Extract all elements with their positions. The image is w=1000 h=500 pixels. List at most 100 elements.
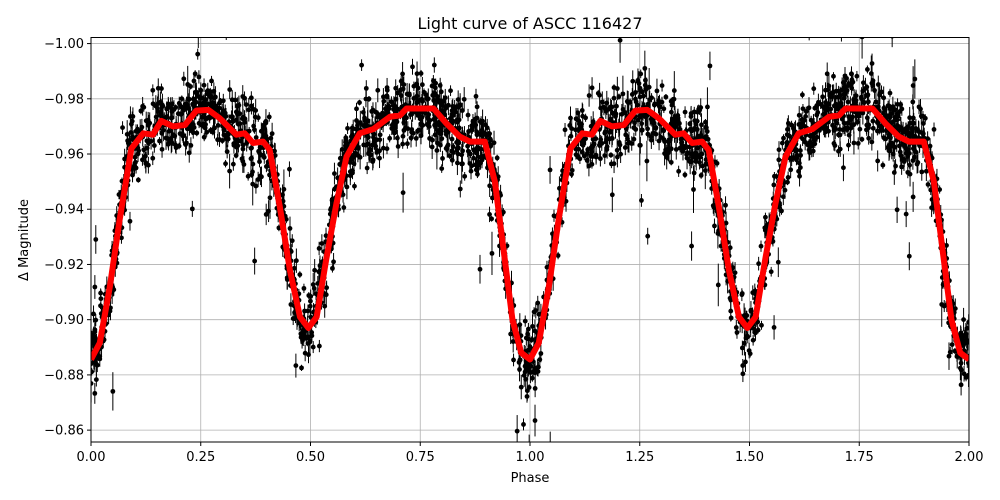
data-marker [511, 357, 516, 363]
data-marker [727, 245, 733, 251]
data-marker [91, 369, 95, 375]
observation-point [223, 159, 228, 168]
data-marker [141, 104, 147, 110]
data-marker [649, 95, 654, 101]
observation-point [768, 266, 774, 277]
observation-point [589, 77, 595, 99]
observation-point [661, 104, 667, 113]
data-marker [750, 337, 756, 343]
data-marker [866, 135, 872, 141]
data-marker [776, 157, 782, 163]
data-marker [597, 156, 603, 162]
data-marker [911, 154, 917, 160]
data-marker [246, 107, 252, 113]
observation-point [837, 141, 843, 157]
observation-point [91, 326, 97, 348]
data-marker [337, 155, 343, 161]
data-marker [887, 90, 893, 96]
observation-point [846, 139, 851, 152]
observation-point [132, 164, 137, 173]
data-marker [93, 377, 99, 383]
observation-point [345, 122, 350, 134]
observation-point [293, 353, 299, 378]
data-marker [880, 162, 886, 168]
data-marker [837, 132, 843, 138]
data-marker [455, 160, 460, 166]
data-marker [185, 82, 191, 87]
observation-point [644, 140, 650, 182]
observation-point [910, 66, 916, 105]
observation-point [727, 240, 733, 255]
data-marker [966, 360, 969, 366]
data-marker [555, 253, 561, 258]
observation-point [656, 131, 662, 151]
observation-point [330, 264, 335, 273]
data-marker [194, 130, 200, 136]
data-marker [682, 109, 688, 115]
observation-point [841, 112, 847, 135]
observation-point [98, 302, 103, 309]
data-marker [900, 156, 906, 162]
data-marker [845, 99, 851, 105]
observation-point [840, 37, 842, 42]
observation-point [120, 121, 125, 134]
data-marker [687, 121, 693, 127]
observation-point [387, 134, 393, 143]
data-marker [875, 158, 881, 164]
data-marker [345, 125, 350, 131]
observation-point [854, 70, 860, 82]
data-marker [437, 100, 443, 105]
observation-point [669, 107, 674, 117]
observation-point [854, 118, 860, 126]
data-marker [431, 62, 437, 68]
data-marker [316, 343, 322, 349]
data-marker [837, 146, 843, 152]
observation-point [337, 149, 343, 167]
observation-point [373, 102, 379, 123]
observation-point [448, 85, 453, 97]
data-marker [260, 152, 266, 158]
data-marker [237, 121, 243, 127]
observation-point [800, 104, 806, 114]
observation-point [457, 180, 463, 198]
data-marker [796, 112, 802, 118]
data-marker [631, 125, 637, 131]
observation-point [494, 154, 500, 162]
data-marker [195, 51, 201, 57]
observation-point [808, 37, 810, 41]
observation-point [880, 161, 886, 169]
observation-point [583, 113, 588, 122]
observation-point [127, 211, 133, 231]
data-marker [272, 148, 277, 154]
observation-point [569, 163, 575, 178]
observation-point [340, 186, 346, 203]
data-marker [288, 302, 294, 307]
observation-point [251, 119, 257, 133]
data-marker [611, 95, 617, 101]
observation-point [302, 303, 307, 319]
data-marker [389, 99, 394, 105]
observation-point [246, 97, 252, 122]
observation-point [201, 78, 207, 93]
data-marker [869, 61, 875, 66]
data-marker [834, 120, 840, 126]
observation-point [230, 157, 236, 171]
data-marker [699, 122, 704, 128]
data-marker [728, 297, 734, 303]
observation-point [622, 139, 628, 156]
data-marker [369, 108, 375, 114]
observation-point [400, 172, 406, 213]
observation-point [375, 78, 381, 103]
data-marker [671, 88, 677, 93]
data-marker [937, 187, 943, 192]
data-marker [585, 147, 591, 152]
data-marker [844, 127, 850, 133]
data-marker [508, 331, 514, 337]
data-marker [823, 87, 828, 93]
observation-point [682, 171, 688, 179]
observation-point [150, 151, 156, 166]
observation-point [235, 137, 241, 155]
data-marker [811, 86, 817, 92]
data-marker [963, 374, 969, 380]
data-marker [130, 114, 136, 119]
